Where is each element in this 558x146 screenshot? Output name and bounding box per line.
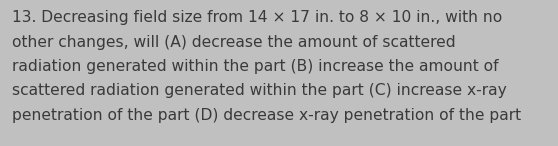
Text: scattered radiation generated within the part (C) increase x-ray: scattered radiation generated within the…: [12, 84, 507, 99]
Text: penetration of the part (D) decrease x-ray penetration of the part: penetration of the part (D) decrease x-r…: [12, 108, 521, 123]
Text: 13. Decreasing field size from 14 × 17 in. to 8 × 10 in., with no: 13. Decreasing field size from 14 × 17 i…: [12, 10, 502, 25]
Text: other changes, will (A) decrease the amount of scattered: other changes, will (A) decrease the amo…: [12, 34, 456, 49]
Text: radiation generated within the part (B) increase the amount of: radiation generated within the part (B) …: [12, 59, 499, 74]
